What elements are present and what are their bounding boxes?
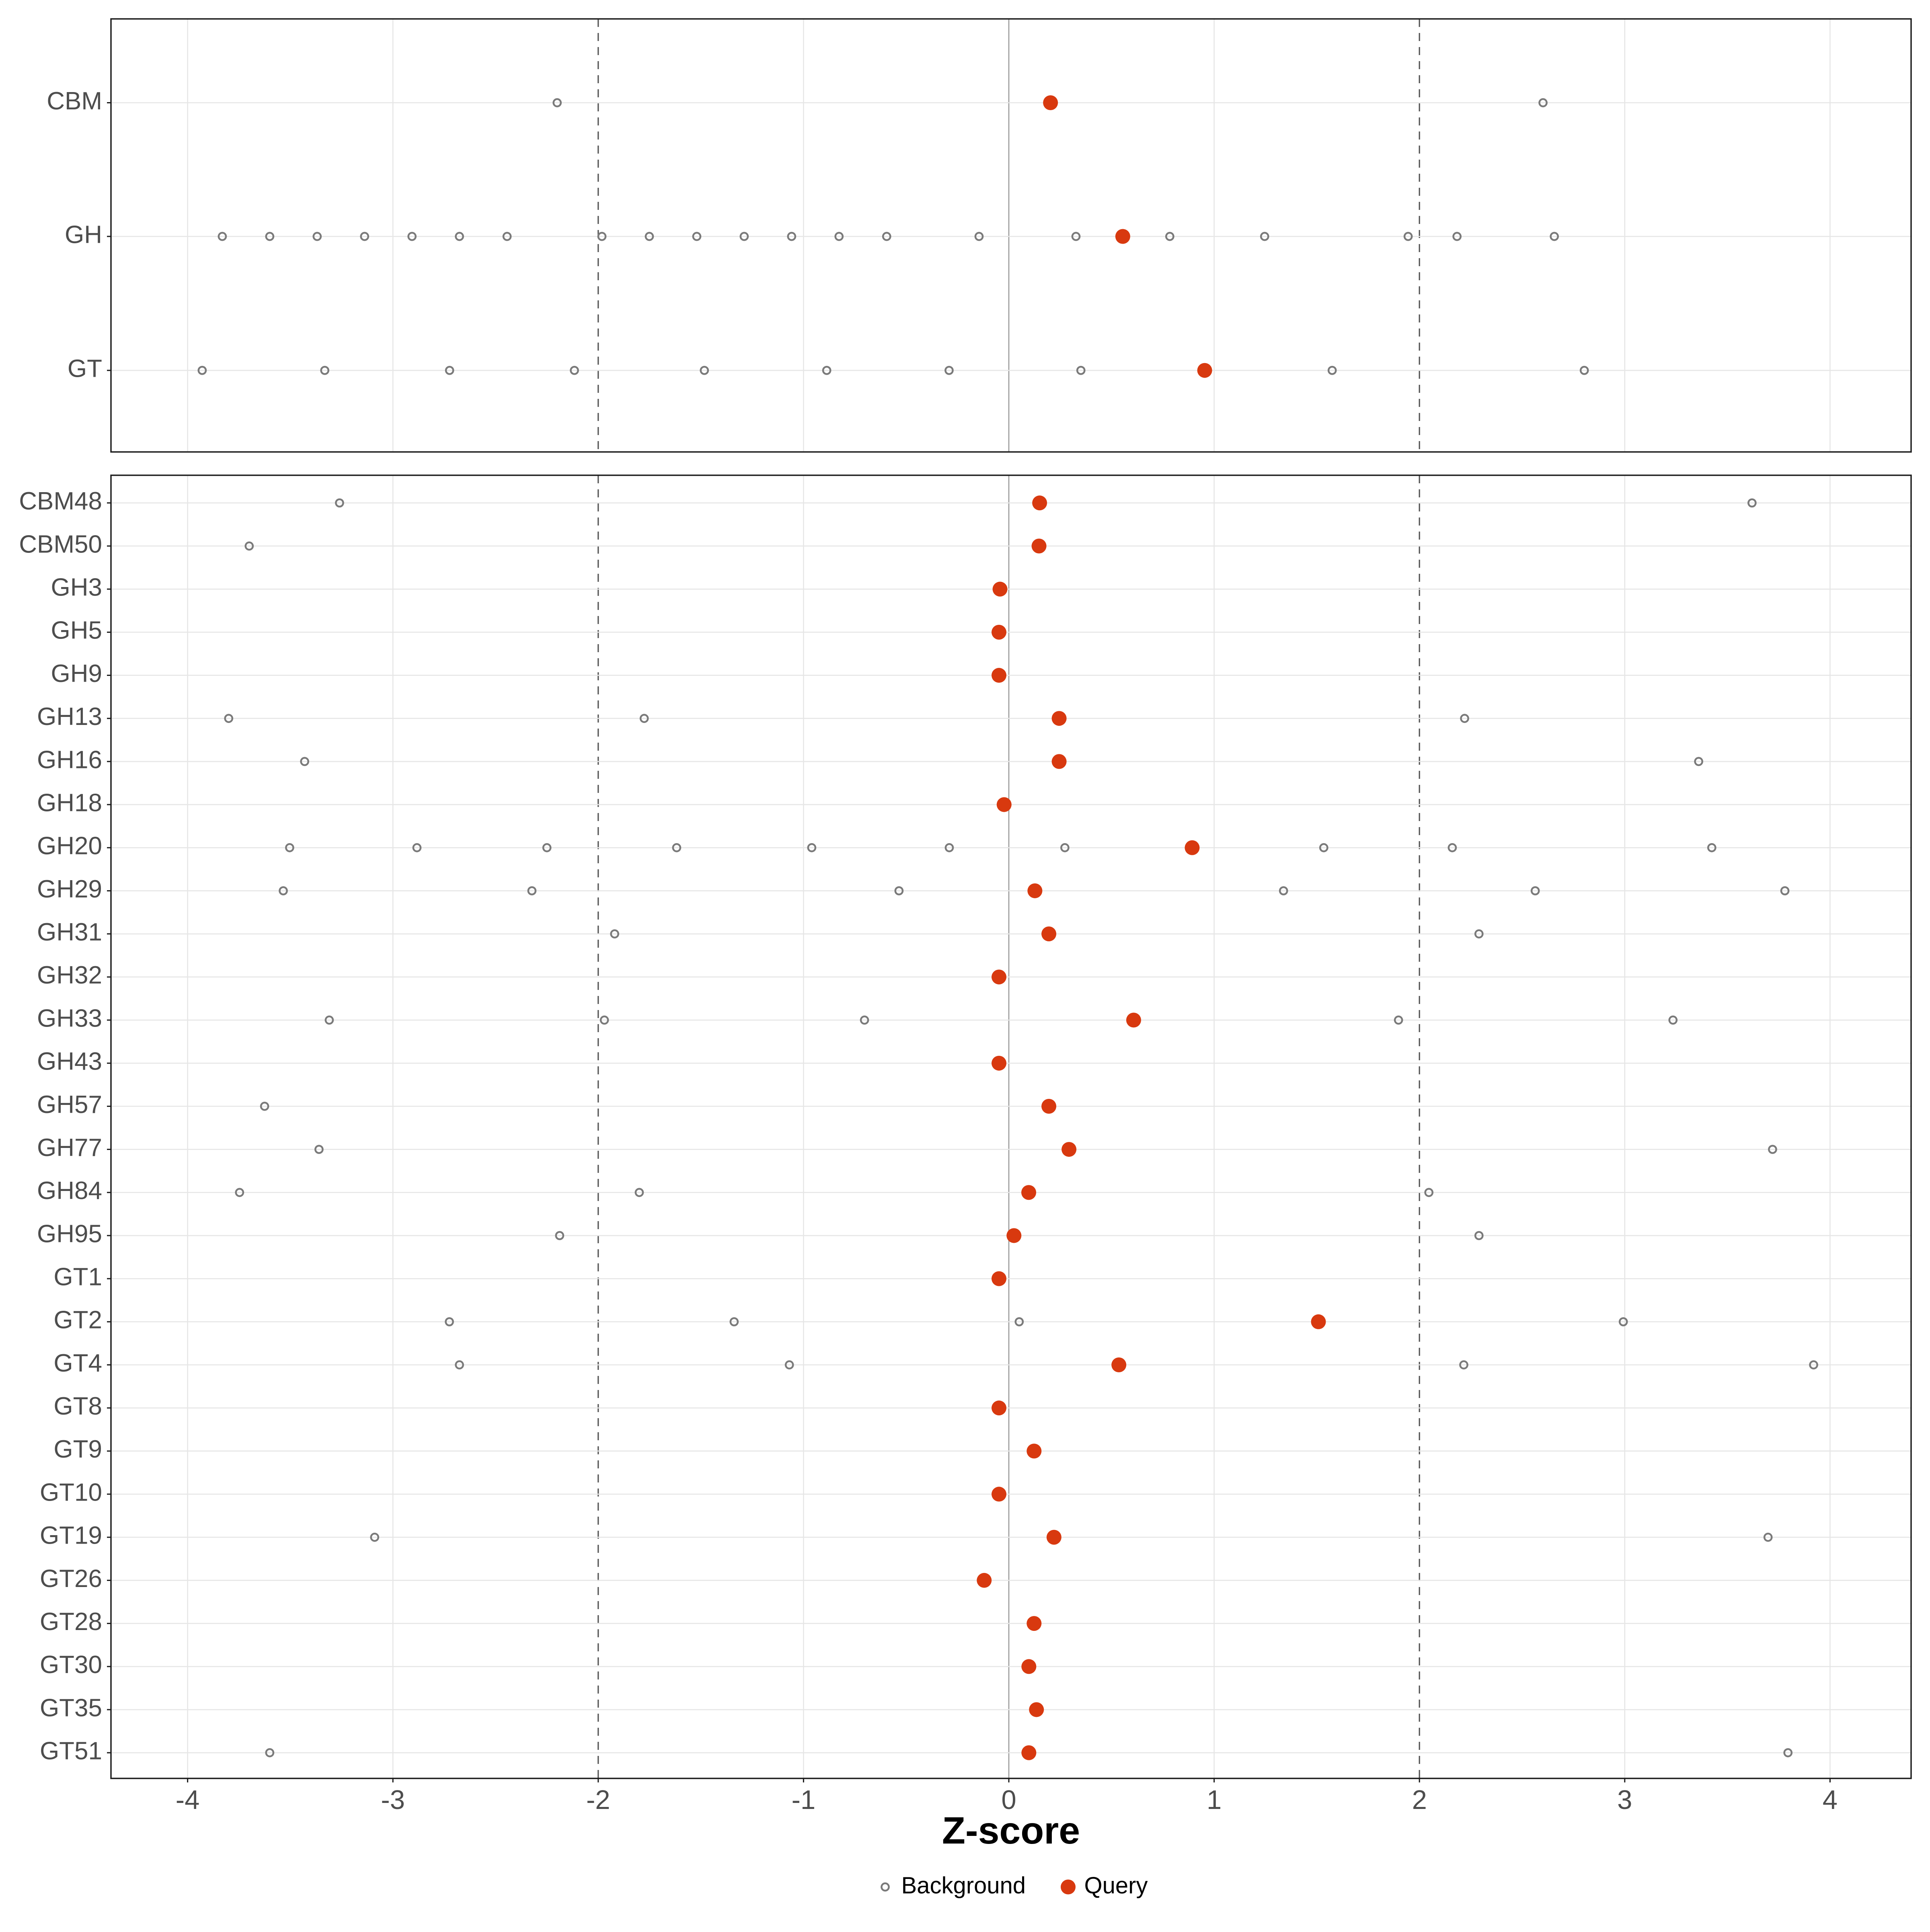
svg-text:GH20: GH20 bbox=[37, 832, 102, 860]
svg-text:GH84: GH84 bbox=[37, 1177, 102, 1205]
svg-text:GT8: GT8 bbox=[53, 1392, 102, 1420]
svg-text:GH33: GH33 bbox=[37, 1004, 102, 1032]
svg-text:GT9: GT9 bbox=[53, 1435, 102, 1463]
svg-text:GH3: GH3 bbox=[51, 574, 102, 602]
svg-text:GT35: GT35 bbox=[40, 1694, 102, 1722]
svg-text:GH31: GH31 bbox=[37, 918, 102, 946]
svg-text:GH95: GH95 bbox=[37, 1220, 102, 1248]
svg-text:3: 3 bbox=[1617, 1785, 1632, 1815]
svg-text:GT1: GT1 bbox=[53, 1263, 102, 1291]
svg-text:GT28: GT28 bbox=[40, 1608, 102, 1636]
svg-text:GT10: GT10 bbox=[40, 1478, 102, 1506]
svg-text:GH5: GH5 bbox=[51, 617, 102, 645]
svg-text:Z-score: Z-score bbox=[942, 1809, 1080, 1852]
svg-text:CBM: CBM bbox=[47, 87, 102, 115]
svg-text:CBM50: CBM50 bbox=[19, 530, 102, 558]
svg-text:GT26: GT26 bbox=[40, 1565, 102, 1593]
svg-text:GH43: GH43 bbox=[37, 1048, 102, 1076]
svg-text:GH13: GH13 bbox=[37, 703, 102, 731]
svg-text:Background: Background bbox=[901, 1872, 1026, 1899]
svg-text:GH77: GH77 bbox=[37, 1134, 102, 1162]
svg-text:4: 4 bbox=[1823, 1785, 1838, 1815]
svg-text:GH: GH bbox=[65, 221, 102, 248]
svg-text:GH32: GH32 bbox=[37, 961, 102, 989]
svg-text:-2: -2 bbox=[586, 1785, 610, 1815]
svg-text:-1: -1 bbox=[792, 1785, 816, 1815]
svg-text:GH18: GH18 bbox=[37, 789, 102, 817]
svg-text:GH9: GH9 bbox=[51, 660, 102, 688]
svg-text:1: 1 bbox=[1207, 1785, 1222, 1815]
svg-text:-4: -4 bbox=[176, 1785, 200, 1815]
svg-text:GT: GT bbox=[68, 355, 102, 383]
svg-text:GT4: GT4 bbox=[53, 1349, 102, 1377]
svg-text:GH57: GH57 bbox=[37, 1091, 102, 1119]
svg-text:GT51: GT51 bbox=[40, 1737, 102, 1765]
svg-text:GH29: GH29 bbox=[37, 875, 102, 903]
svg-text:Query: Query bbox=[1084, 1872, 1148, 1899]
svg-text:GT30: GT30 bbox=[40, 1651, 102, 1679]
svg-text:2: 2 bbox=[1412, 1785, 1427, 1815]
svg-text:CBM48: CBM48 bbox=[19, 487, 102, 515]
svg-text:GH16: GH16 bbox=[37, 746, 102, 774]
svg-text:GT2: GT2 bbox=[53, 1306, 102, 1334]
svg-text:-3: -3 bbox=[381, 1785, 405, 1815]
svg-text:GT19: GT19 bbox=[40, 1522, 102, 1550]
